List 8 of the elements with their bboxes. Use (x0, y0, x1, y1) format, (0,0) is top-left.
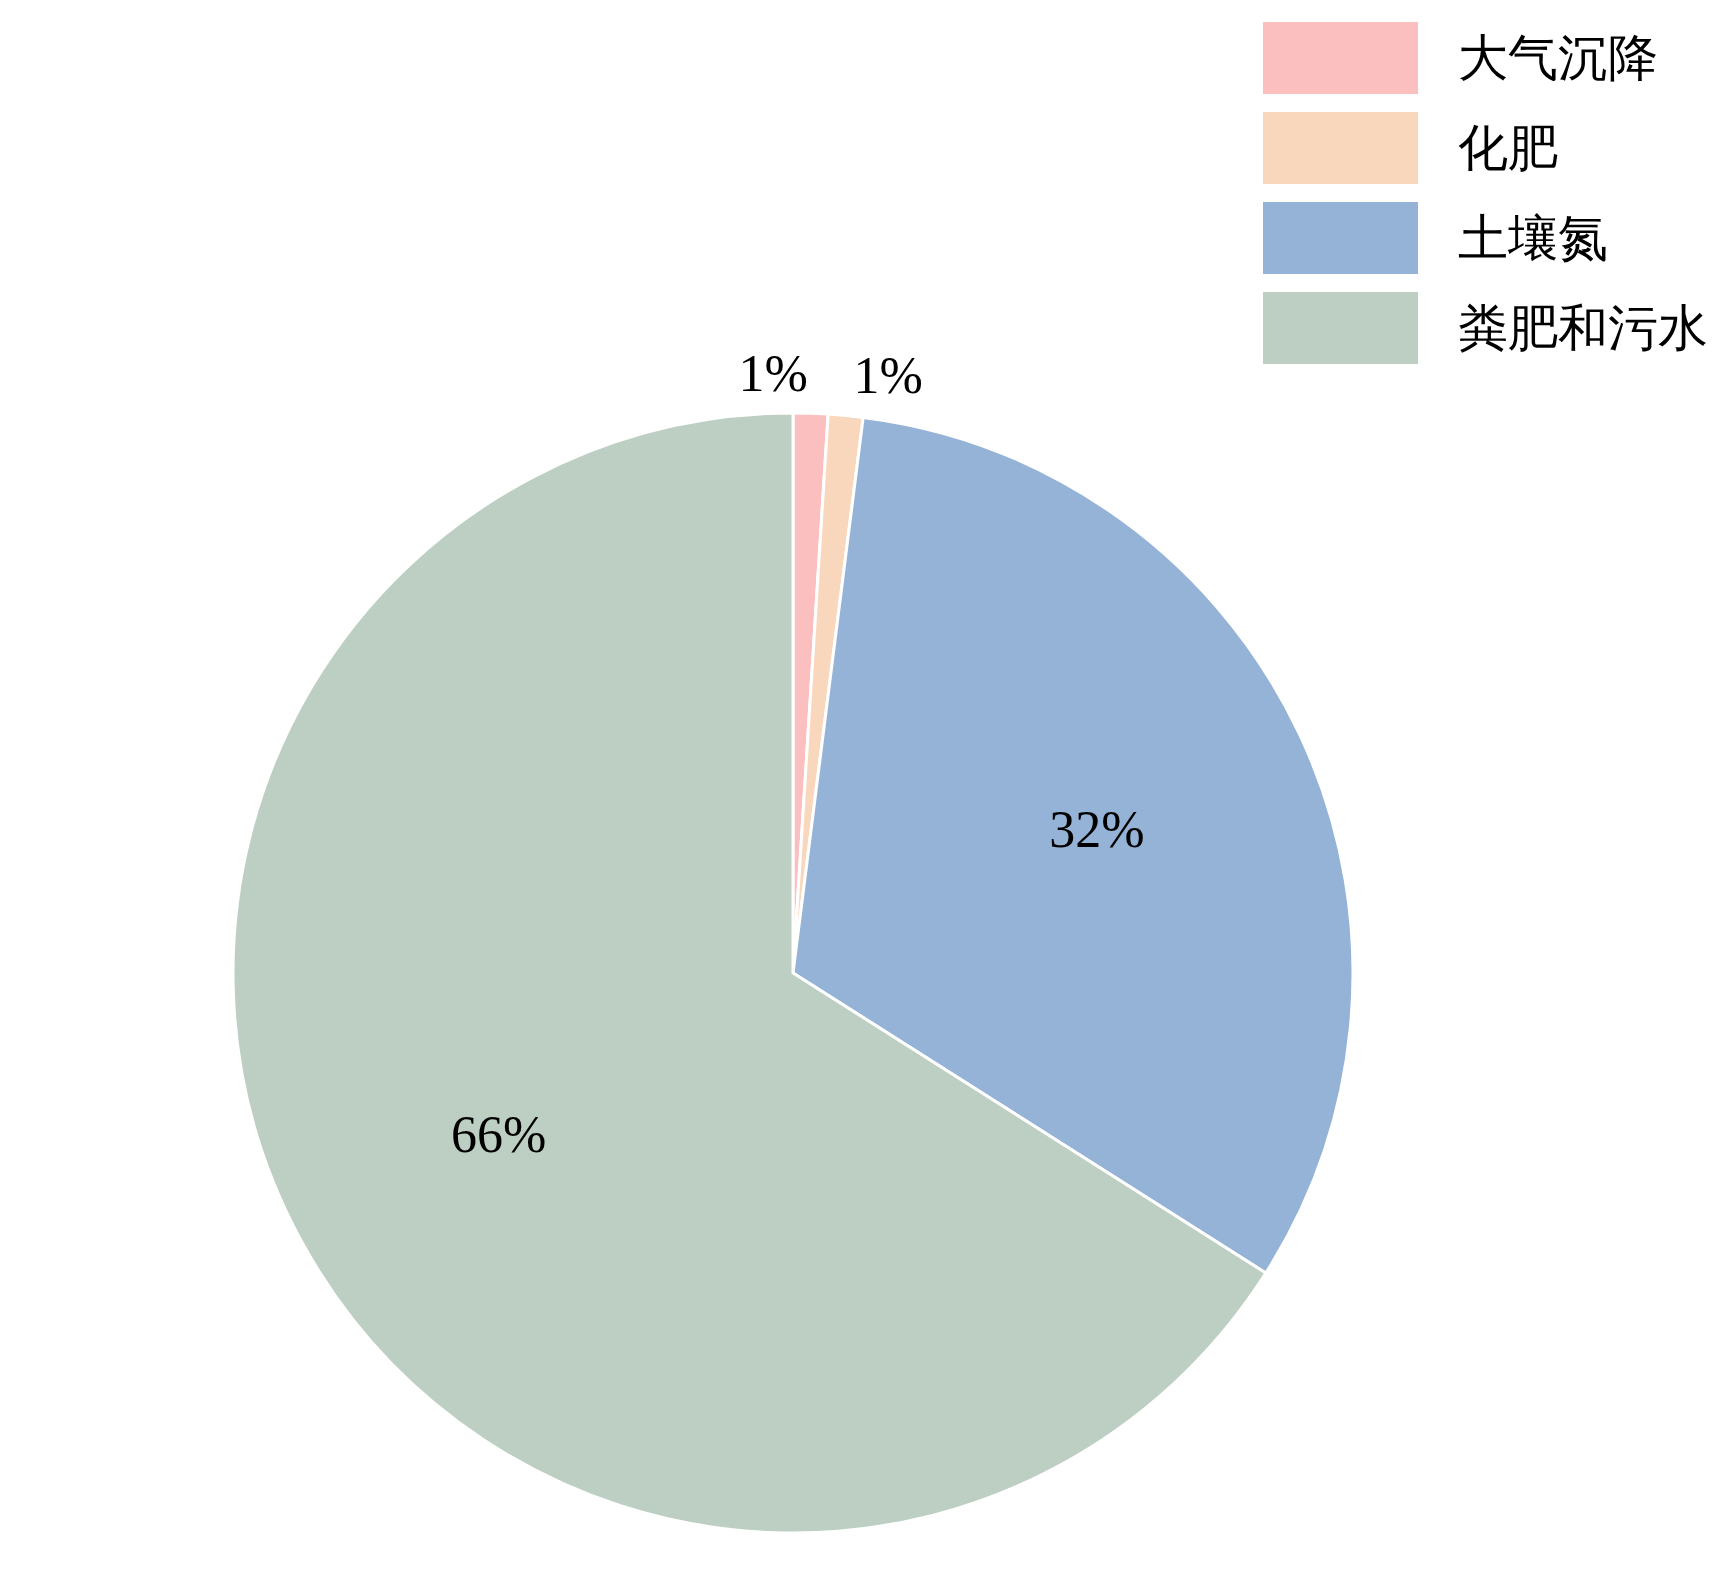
data-label: 1% (738, 344, 808, 402)
data-label: 32% (1049, 801, 1145, 859)
legend-label: 粪肥和污水 (1458, 298, 1708, 358)
legend-label: 化肥 (1458, 118, 1558, 178)
data-label: 1% (853, 347, 923, 405)
legend-label: 土壤氮 (1458, 208, 1608, 268)
data-label: 66% (450, 1106, 547, 1164)
legend-label: 大气沉降 (1458, 28, 1658, 88)
